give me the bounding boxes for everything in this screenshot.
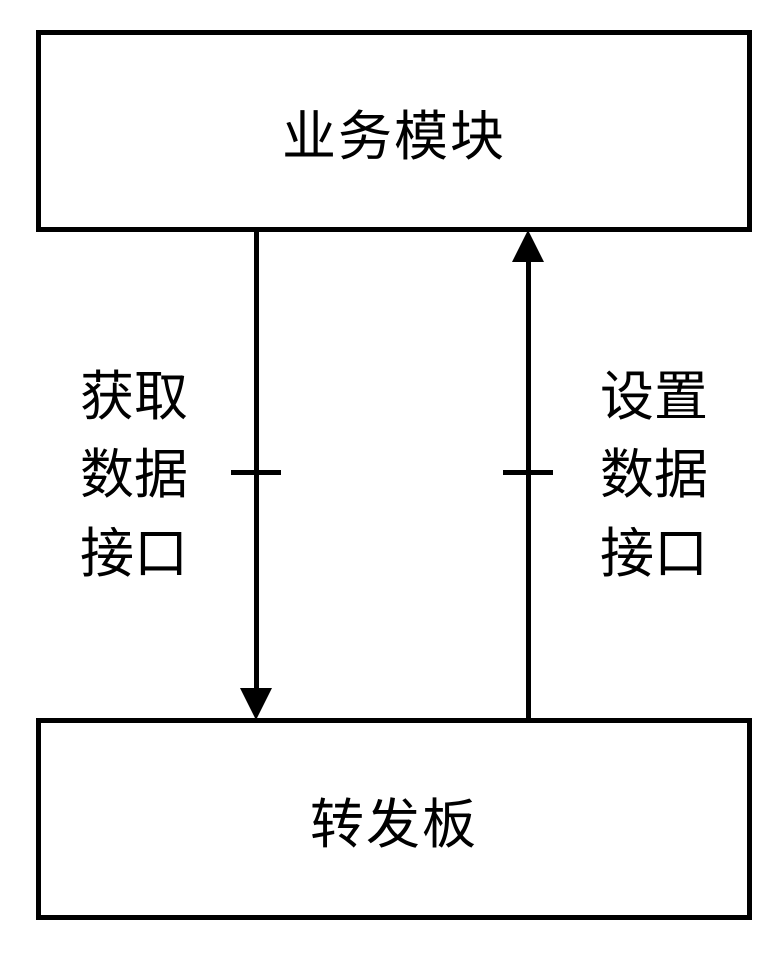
arrow-set-data-line <box>526 258 531 718</box>
node-forwarding-board-label: 转发板 <box>310 780 478 859</box>
label-get-data-interface: 获取 数据 接口 <box>80 358 188 593</box>
arrow-set-data-head <box>512 230 544 262</box>
label-get-data-line3: 接口 <box>80 515 188 593</box>
arrow-get-data-line <box>254 232 259 692</box>
node-service-module: 业务模块 <box>36 30 752 232</box>
arrow-get-data-tick <box>231 470 281 475</box>
label-get-data-line2: 数据 <box>80 436 188 514</box>
label-set-data-interface: 设置 数据 接口 <box>600 358 708 593</box>
label-get-data-line1: 获取 <box>80 358 188 436</box>
label-set-data-line1: 设置 <box>600 358 708 436</box>
arrow-set-data-tick <box>503 470 553 475</box>
diagram-canvas: 业务模块 转发板 获取 数据 接口 设置 数据 接口 <box>0 0 782 953</box>
node-service-module-label: 业务模块 <box>282 92 506 171</box>
label-set-data-line2: 数据 <box>600 436 708 514</box>
node-forwarding-board: 转发板 <box>36 718 752 920</box>
label-set-data-line3: 接口 <box>600 515 708 593</box>
arrow-get-data-head <box>240 688 272 720</box>
